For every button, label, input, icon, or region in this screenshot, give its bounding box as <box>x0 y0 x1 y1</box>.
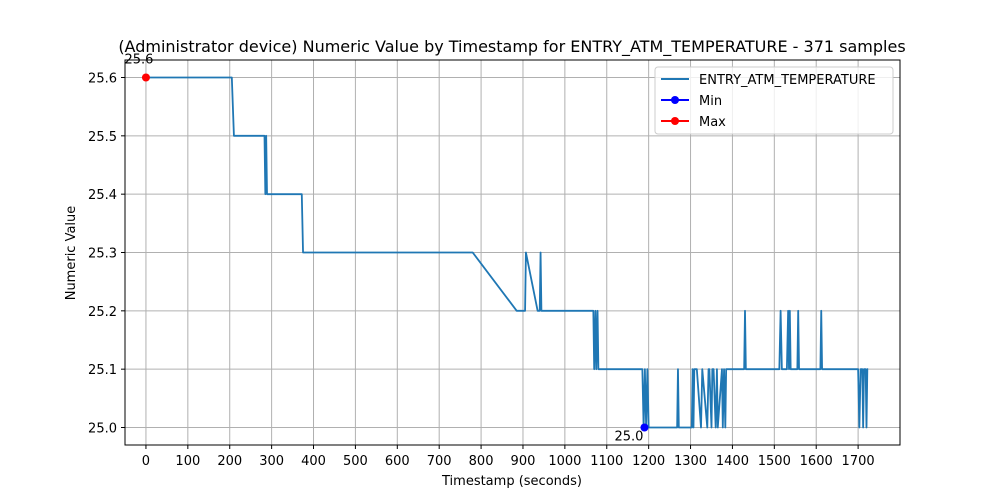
min-annotation: 25.0 <box>615 430 644 445</box>
x-tick-label: 1400 <box>716 454 749 469</box>
x-tick-label: 400 <box>301 454 326 469</box>
x-tick-label: 1100 <box>590 454 623 469</box>
x-tick-label: 800 <box>469 454 494 469</box>
x-tick-label: 1200 <box>632 454 665 469</box>
min-marker <box>640 423 649 432</box>
series-lines <box>145 76 869 429</box>
x-tick-label: 1500 <box>758 454 791 469</box>
x-tick-label: 1700 <box>842 454 875 469</box>
x-tick-label: 1300 <box>674 454 707 469</box>
x-tick-label: 1000 <box>548 454 581 469</box>
legend-max-marker <box>671 117 679 125</box>
x-tick-label: 700 <box>427 454 452 469</box>
min-max-markers <box>141 73 649 432</box>
x-tick-label: 900 <box>511 454 536 469</box>
y-tick-label: 25.6 <box>88 72 117 87</box>
max-annotation: 25.6 <box>124 53 153 68</box>
x-axis-label: Timestamp (seconds) <box>441 474 582 489</box>
x-tick-label: 500 <box>343 454 368 469</box>
chart-title: (Administrator device) Numeric Value by … <box>118 37 905 57</box>
y-axis-label: Numeric Value <box>64 206 79 301</box>
legend-min-label: Min <box>699 94 722 109</box>
y-tick-label: 25.5 <box>88 130 117 145</box>
max-marker <box>141 73 150 82</box>
y-tick-label: 25.2 <box>88 305 117 320</box>
legend-min-marker <box>671 96 679 104</box>
y-tick-label: 25.1 <box>88 363 117 378</box>
y-ticks: 25.0 25.1 25.2 25.3 25.4 25.5 25.6 <box>88 72 125 437</box>
x-tick-label: 0 <box>142 454 150 469</box>
y-tick-label: 25.3 <box>88 247 117 262</box>
series-line <box>145 76 869 429</box>
legend-max-label: Max <box>699 115 726 130</box>
legend: ENTRY_ATM_TEMPERATURE Min Max <box>654 66 894 135</box>
x-tick-label: 100 <box>175 454 200 469</box>
x-ticks: 0 100 200 300 400 500 600 700 800 900 1000 1100 1200… <box>142 445 875 469</box>
y-tick-label: 25.4 <box>88 188 117 203</box>
x-tick-label: 200 <box>217 454 242 469</box>
x-tick-label: 300 <box>259 454 284 469</box>
x-tick-label: 1600 <box>800 454 833 469</box>
y-tick-label: 25.0 <box>88 422 117 437</box>
x-tick-label: 600 <box>385 454 410 469</box>
legend-series-label: ENTRY_ATM_TEMPERATURE <box>699 73 876 88</box>
legend-box <box>654 66 894 135</box>
